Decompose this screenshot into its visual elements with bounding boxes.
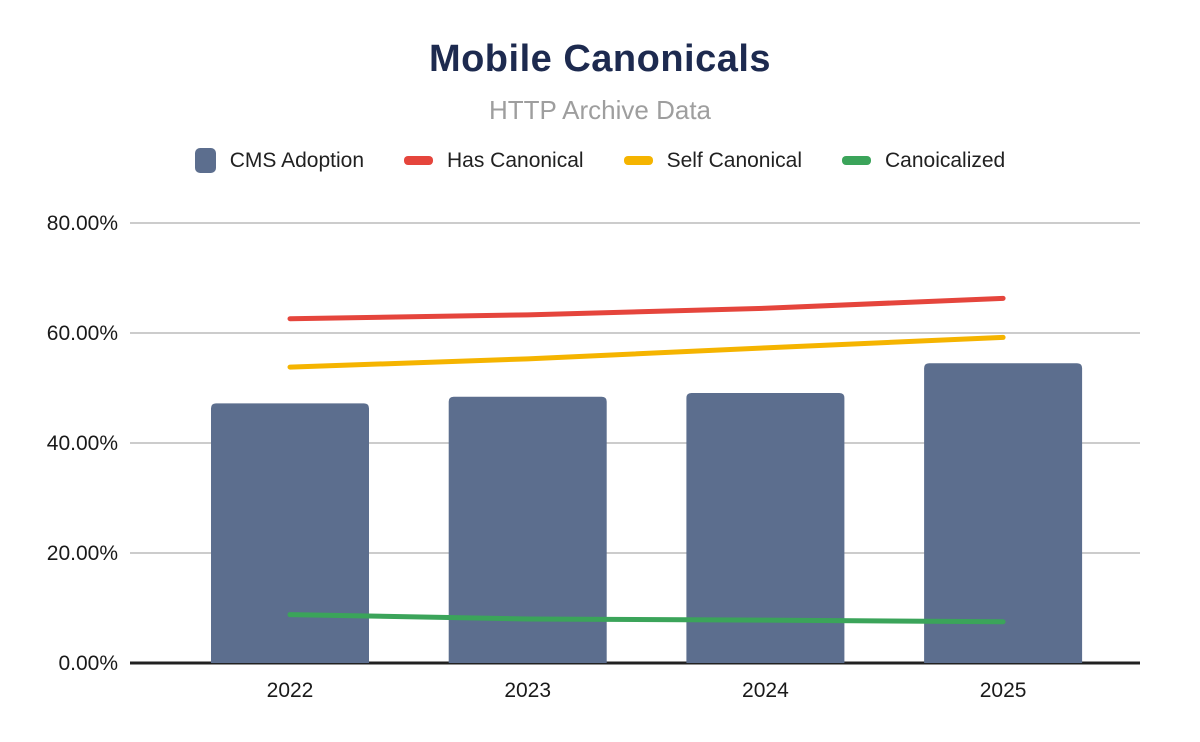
legend-label-self-canonical: Self Canonical — [666, 148, 802, 172]
page-title: Mobile Canonicals — [428, 38, 772, 80]
line-has-canonical — [287, 295, 1006, 322]
canoicalized-swatch-icon — [842, 156, 871, 165]
line-self-canonical — [287, 334, 1006, 370]
bar-2024 — [686, 392, 845, 663]
bar-2023 — [448, 396, 607, 663]
legend-item-canoicalized[interactable]: Canoicalized — [842, 149, 1005, 173]
chart-svg: 0.00% 20.00% 40.00% 60.00% 80.00% 2022 2023 202… — [47, 212, 1140, 702]
line-canoicalized — [287, 612, 1006, 625]
legend-label-has-canonical: Has Canonical — [447, 148, 584, 172]
x-tick-label-2025: 2025 — [980, 679, 1027, 702]
chart-subtitle: HTTP Archive Data — [488, 95, 712, 125]
has-canonical-swatch-icon — [404, 156, 433, 165]
x-tick-label-2024: 2024 — [742, 679, 789, 702]
legend: CMS Adoption Has Canonical Self Canonica… — [0, 148, 1200, 173]
y-tick-label-20: 20.00% — [47, 542, 118, 565]
legend-item-cms-adoption[interactable]: CMS Adoption — [194, 148, 364, 173]
bar-2025 — [924, 363, 1083, 663]
y-tick-label-80: 80.00% — [47, 212, 118, 235]
self-canonical-swatch-icon — [623, 156, 653, 165]
x-tick-label-2022: 2022 — [267, 679, 314, 702]
legend-item-has-canonical[interactable]: Has Canonical — [404, 149, 584, 173]
y-tick-label-40: 40.00% — [47, 432, 118, 455]
y-tick-label-0: 0.00% — [58, 652, 118, 675]
legend-label-cms-adoption: CMS Adoption — [229, 148, 364, 172]
bar-2022 — [211, 403, 369, 663]
legend-label-canoicalized: Canoicalized — [885, 148, 1006, 172]
cms-adoption-swatch-icon — [194, 148, 216, 173]
y-tick-label-60: 60.00% — [47, 322, 118, 345]
legend-item-self-canonical[interactable]: Self Canonical — [623, 148, 802, 173]
x-tick-label-2023: 2023 — [504, 679, 551, 702]
